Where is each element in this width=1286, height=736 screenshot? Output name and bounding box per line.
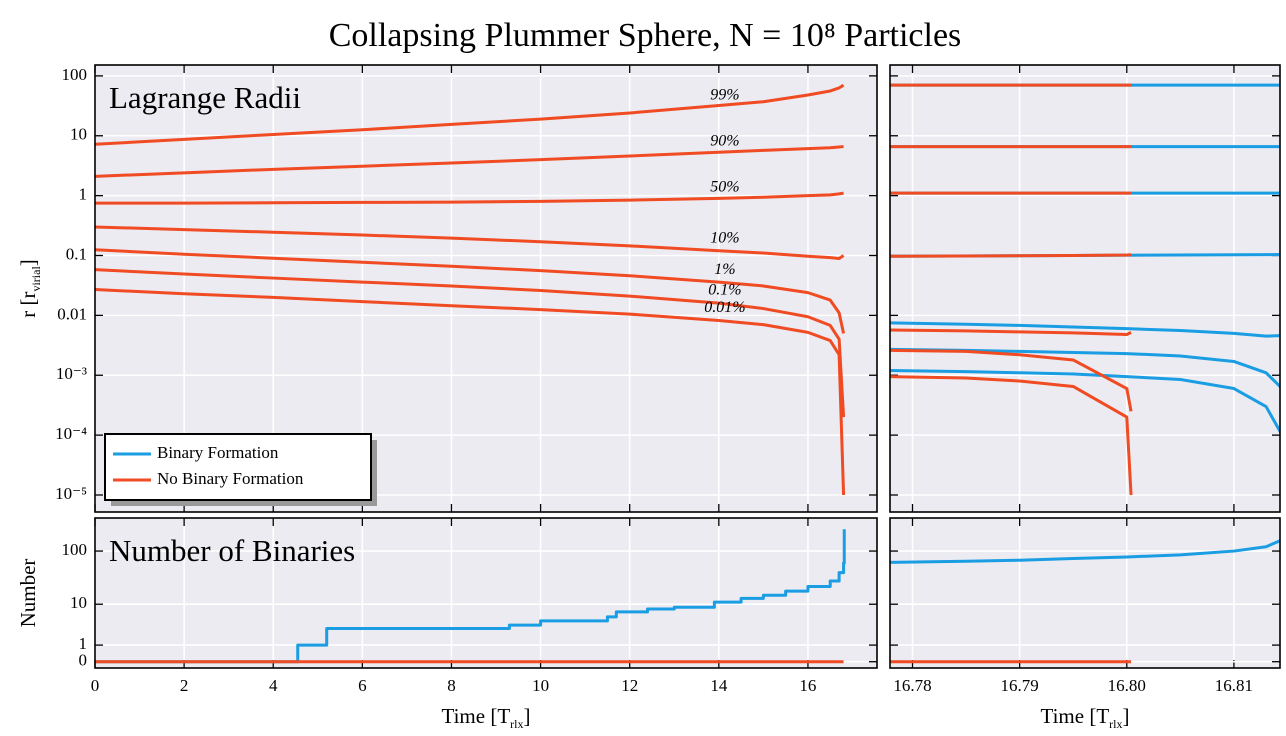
data-line — [95, 268, 846, 418]
y-tick-label: 10 — [70, 125, 87, 144]
panel-annotation: Lagrange Radii — [109, 80, 301, 115]
x-tick-label: 8 — [447, 676, 456, 695]
y-tick-label: 100 — [62, 540, 88, 559]
plot-background — [890, 65, 1280, 512]
y-tick-label: 10⁻⁴ — [55, 424, 87, 443]
y-axis-label: r [rvirial] — [16, 259, 43, 318]
data-line — [95, 145, 844, 178]
x-tick-label: 16 — [799, 676, 816, 695]
plot-frame — [889, 517, 1281, 669]
x-tick-label: 2 — [180, 676, 189, 695]
y-tick-label: 1 — [79, 185, 88, 204]
x-axis-label-part: ] — [524, 704, 531, 728]
data-line — [95, 191, 844, 205]
data-line — [890, 347, 1280, 389]
data-line — [95, 529, 846, 664]
x-tick-label: 6 — [358, 676, 367, 695]
data-line — [95, 83, 845, 146]
y-tick-label: 10 — [70, 593, 87, 612]
y-tick-label: 0.01 — [57, 304, 87, 323]
data-line — [890, 375, 1133, 496]
data-line — [890, 253, 1132, 258]
x-axis-label-part: Time [T — [1041, 704, 1110, 728]
y-tick-label: 0 — [79, 651, 88, 670]
plot-frame — [94, 517, 878, 669]
x-tick-label: 16.78 — [893, 676, 931, 695]
y-axis-label-part: Number — [16, 559, 40, 628]
line-label: 50% — [710, 178, 739, 195]
legend-box — [104, 433, 372, 501]
y-axis-label-part: virial — [29, 266, 43, 292]
y-axis-label: Number — [16, 559, 40, 628]
data-line — [95, 288, 846, 496]
x-axis-label-part: rlx — [510, 717, 523, 731]
x-axis-label-part: ] — [1123, 704, 1130, 728]
data-line — [890, 321, 1280, 338]
x-axis-label-part: Time [T — [442, 704, 511, 728]
x-tick-label: 0 — [91, 676, 100, 695]
line-label: 0.01% — [704, 299, 745, 316]
lines — [95, 83, 846, 496]
x-tick-label: 16.79 — [1001, 676, 1039, 695]
line-label: 0.1% — [708, 282, 741, 299]
plot-frame — [94, 64, 878, 513]
x-axis-label-part: rlx — [1109, 717, 1122, 731]
x-axis-label: Time [Trlx] — [442, 704, 531, 731]
data-line — [890, 328, 1132, 336]
x-tick-label: 16.81 — [1215, 676, 1253, 695]
y-tick-label: 10⁻⁵ — [55, 484, 87, 503]
panel-annotation: Number of Binaries — [109, 533, 355, 568]
y-axis-label-part: ] — [16, 259, 40, 266]
data-line — [95, 225, 845, 261]
plot-background — [95, 518, 877, 668]
x-axis-label: Time [Trlx] — [1041, 704, 1130, 731]
y-tick-label: 10⁻³ — [56, 364, 87, 383]
line-label: 1% — [714, 261, 735, 278]
y-tick-label: 1 — [79, 634, 88, 653]
lines — [95, 529, 846, 664]
line-label: 10% — [710, 230, 739, 247]
plot-frame — [889, 64, 1281, 513]
x-tick-label: 4 — [269, 676, 278, 695]
lines — [890, 539, 1280, 664]
legend-label: Binary Formation — [157, 443, 279, 462]
x-tick-label: 10 — [532, 676, 549, 695]
data-line — [890, 539, 1280, 564]
plot-background — [890, 518, 1280, 668]
y-axis-label-part: r [r — [16, 292, 40, 318]
figure-title: Collapsing Plummer Sphere, N = 10⁸ Parti… — [329, 17, 962, 54]
data-line — [890, 348, 1133, 412]
x-tick-label: 14 — [710, 676, 728, 695]
legend-label: No Binary Formation — [157, 469, 304, 488]
x-tick-label: 16.80 — [1108, 676, 1146, 695]
x-tick-label: 12 — [621, 676, 638, 695]
line-label: 90% — [710, 133, 739, 150]
line-label: 99% — [710, 86, 739, 103]
y-tick-label: 0.1 — [66, 244, 87, 263]
data-line — [95, 248, 846, 334]
data-line — [890, 369, 1280, 435]
y-tick-label: 100 — [62, 65, 88, 84]
lines — [890, 83, 1280, 496]
